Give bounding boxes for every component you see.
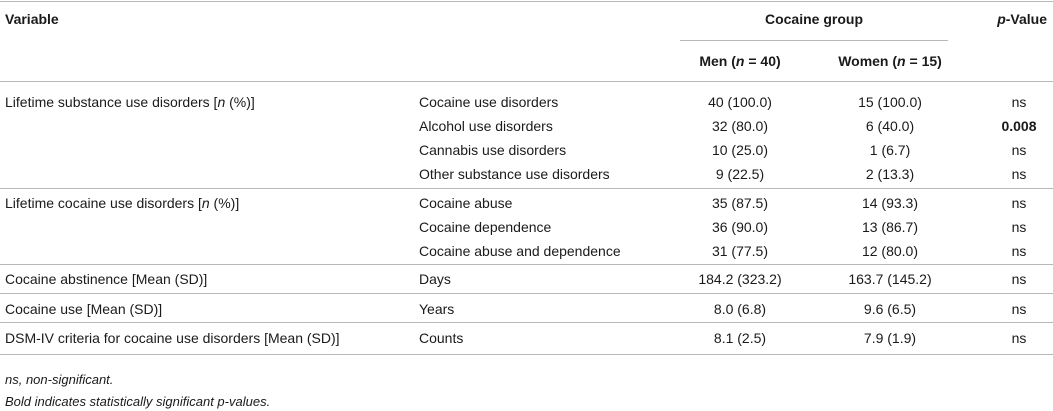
table-row-p: ns xyxy=(1011,243,1027,259)
group-variable-0-italic: n xyxy=(217,94,226,110)
table-row-p: ns xyxy=(1011,301,1027,317)
group-variable-1: Lifetime cocaine use disorders [n (%)] xyxy=(5,194,239,212)
header-variable: Variable xyxy=(5,11,59,27)
footnote-bold: Bold indicates statistically significant… xyxy=(5,394,271,409)
group-variable-0-text: Lifetime substance use disorders [ xyxy=(5,94,218,110)
table-row-men: 9 (22.5) xyxy=(715,166,765,182)
section-rule-1 xyxy=(0,188,1053,189)
table-row-men: 8.0 (6.8) xyxy=(713,301,767,317)
table-row-women: 163.7 (145.2) xyxy=(848,271,932,287)
footnote-ns: ns, non-significant. xyxy=(5,372,114,387)
table-row-men: 184.2 (323.2) xyxy=(698,271,782,287)
section-rule-2 xyxy=(0,264,1053,265)
header-women-eq: = 15) xyxy=(905,53,942,69)
table-row-men: 10 (25.0) xyxy=(711,142,769,158)
header-men-label: Men ( xyxy=(699,53,736,69)
table-row-item: Cocaine abuse and dependence xyxy=(419,243,621,259)
table-row-men: 36 (90.0) xyxy=(711,219,769,235)
table-row-women: 12 (80.0) xyxy=(861,243,919,259)
header-women: Women (n = 15) xyxy=(815,52,965,70)
table-row-item: Cocaine abuse xyxy=(419,195,513,211)
table-row-item: Cocaine dependence xyxy=(419,219,552,235)
header-pvalue-italic: p xyxy=(997,11,1006,27)
table-row-p: ns xyxy=(1011,94,1027,110)
table-row-item: Cannabis use disorders xyxy=(419,142,567,158)
group-variable-4: DSM-IV criteria for cocaine use disorder… xyxy=(5,330,340,346)
table-row-p: ns xyxy=(1011,330,1027,346)
table-row-women: 1 (6.7) xyxy=(869,142,911,158)
table-row-women: 9.6 (6.5) xyxy=(863,301,917,317)
group-variable-2: Cocaine abstinence [Mean (SD)] xyxy=(5,271,208,287)
section-rule-3 xyxy=(0,293,1053,294)
header-men-eq: = 40) xyxy=(744,53,781,69)
header-bottom-rule xyxy=(0,81,1053,82)
header-pvalue: p-Value xyxy=(997,10,1047,28)
table-row-women: 7.9 (1.9) xyxy=(863,330,917,346)
table-row-women: 15 (100.0) xyxy=(858,94,922,110)
group-variable-1-italic: n xyxy=(201,195,210,211)
table-top-rule xyxy=(0,1,1053,2)
table-row-women: 14 (93.3) xyxy=(861,195,919,211)
header-women-n: n xyxy=(897,53,906,69)
table-row-men: 8.1 (2.5) xyxy=(713,330,767,346)
group-variable-0: Lifetime substance use disorders [n (%)] xyxy=(5,93,255,111)
group-variable-3: Cocaine use [Mean (SD)] xyxy=(5,301,163,317)
group-variable-0-post: (%)] xyxy=(225,94,255,110)
header-men: Men (n = 40) xyxy=(680,52,800,70)
table-row-p: ns xyxy=(1011,195,1027,211)
header-pvalue-suffix: -Value xyxy=(1005,11,1047,27)
table-row-p: ns xyxy=(1011,271,1027,287)
table-bottom-rule xyxy=(0,354,1053,355)
header-men-n: n xyxy=(735,53,745,69)
header-cocaine-group: Cocaine group xyxy=(764,11,863,27)
table-row-men: 31 (77.5) xyxy=(711,243,769,259)
table-row-women: 6 (40.0) xyxy=(865,118,915,134)
group-variable-1-text: Lifetime cocaine use disorders [ xyxy=(5,195,202,211)
table-row-item: Days xyxy=(419,271,451,287)
table-row-p-significant: 0.008 xyxy=(1001,118,1037,134)
table-row-women: 13 (86.7) xyxy=(861,219,919,235)
section-rule-4 xyxy=(0,322,1053,323)
table-row-p: ns xyxy=(1011,219,1027,235)
table-row-p: ns xyxy=(1011,166,1027,182)
table-row-item: Years xyxy=(419,301,455,317)
table-row-item: Cocaine use disorders xyxy=(419,94,559,110)
table-row-p: ns xyxy=(1011,142,1027,158)
table-row-item: Counts xyxy=(419,330,464,346)
table-row-men: 40 (100.0) xyxy=(708,94,772,110)
table-row-item: Other substance use disorders xyxy=(419,166,610,182)
table-row-men: 32 (80.0) xyxy=(711,118,769,134)
group-header-rule xyxy=(680,40,948,41)
header-women-label: Women ( xyxy=(838,53,898,69)
table-row-men: 35 (87.5) xyxy=(711,195,769,211)
table-row-item: Alcohol use disorders xyxy=(419,118,553,134)
table-row-women: 2 (13.3) xyxy=(865,166,915,182)
group-variable-1-post: (%)] xyxy=(209,195,240,211)
